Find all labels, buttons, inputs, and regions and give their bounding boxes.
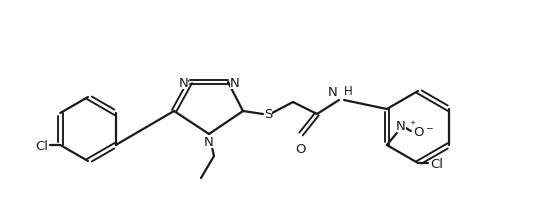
Text: N: N	[178, 76, 188, 89]
Text: N: N	[204, 135, 214, 148]
Text: O$^-$: O$^-$	[413, 125, 434, 138]
Text: Cl: Cl	[430, 157, 443, 170]
Text: H: H	[344, 85, 353, 98]
Text: O: O	[295, 142, 305, 155]
Text: Cl: Cl	[35, 139, 48, 152]
Text: N: N	[328, 86, 338, 99]
Text: $^+$: $^+$	[408, 119, 416, 129]
Text: S: S	[264, 108, 272, 121]
Text: N: N	[396, 119, 406, 132]
Text: N: N	[230, 76, 239, 89]
